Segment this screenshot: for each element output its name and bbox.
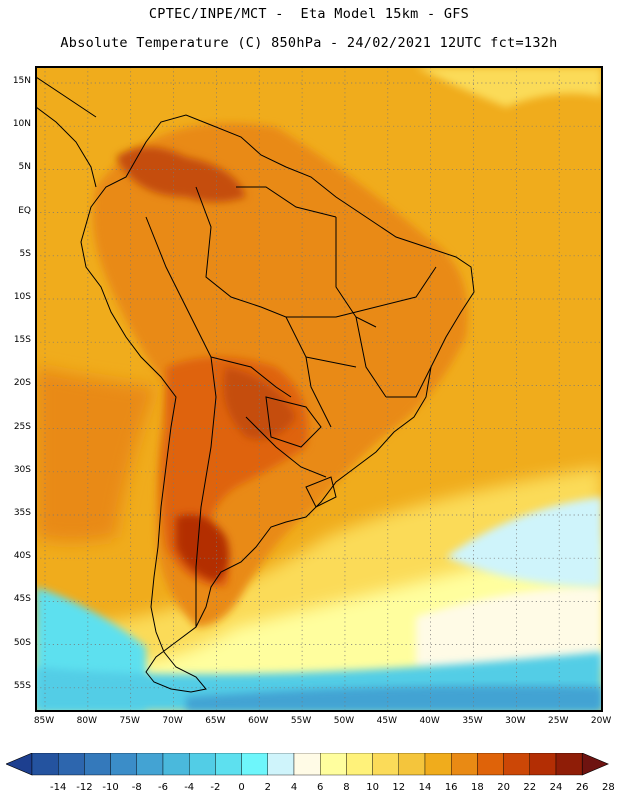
colorbar-tick: 6: [317, 782, 324, 793]
colorbar-arrow-low: [6, 753, 33, 776]
lon-label-50w: 50W: [333, 716, 355, 726]
lon-label-80w: 80W: [76, 716, 98, 726]
lon-label-20w: 20W: [590, 716, 612, 726]
lat-label-35s: 35S: [13, 508, 31, 518]
lat-label-10s: 10S: [13, 292, 31, 302]
pacific-west-warm: [36, 367, 156, 542]
border-brazil-north: [236, 186, 337, 218]
colorbar-swatch-5: [136, 753, 164, 776]
caribbean-coast: [36, 76, 97, 118]
border-andes: [145, 216, 217, 627]
brazil-states: [286, 217, 437, 398]
cream-patch: [416, 587, 602, 677]
lon-label-25w: 25W: [548, 716, 569, 726]
north-pale-patch: [416, 67, 602, 107]
colorbar-tick: 16: [444, 782, 458, 793]
colorbar-swatch-1: [31, 753, 59, 776]
colorbar-swatch-3: [84, 753, 111, 776]
lat-label-30s: 30S: [13, 464, 31, 475]
lat-label-10n: 10N: [12, 119, 31, 130]
cyan-pool: [446, 497, 602, 587]
lon-label-45w: 45W: [376, 716, 397, 726]
colorbar-swatch-7: [188, 753, 216, 776]
lat-label-eq: EQ: [18, 205, 31, 216]
patagonia-hot-core: [176, 514, 230, 582]
colorbar-tick: -2: [210, 782, 221, 793]
lon-label-65w: 65W: [205, 716, 226, 726]
lon-label-35w: 35W: [462, 716, 483, 726]
coastlines: [36, 76, 475, 693]
colorbar-tick: 18: [471, 782, 484, 793]
lat-label-55s: 55S: [13, 680, 31, 691]
lon-label-60w: 60W: [248, 716, 269, 726]
colorbar: [6, 753, 609, 776]
colorbar-tick: 14: [418, 782, 432, 793]
far-south-colder: [186, 685, 602, 711]
colorbar-swatch-18: [477, 753, 504, 776]
lon-label-40w: 40W: [419, 716, 440, 726]
venezuela-hot-core: [116, 147, 246, 202]
border-uruguay: [305, 476, 337, 508]
colorbar-swatch-19: [503, 753, 531, 776]
colorbar-tick: -4: [184, 782, 195, 793]
border-paraguay: [265, 396, 322, 448]
colorbar-tick: 10: [366, 782, 379, 793]
colorbar-swatch-13: [346, 753, 373, 776]
colorbar-tick: 12: [392, 782, 406, 793]
colorbar-tick: -6: [158, 782, 168, 793]
lon-label-70w: 70W: [162, 716, 183, 726]
colorbar-tick: 4: [290, 782, 298, 793]
border-bolivia: [210, 356, 292, 398]
colorbar-tick: 22: [523, 782, 537, 793]
lat-label-40s: 40S: [13, 551, 31, 562]
colorbar-tick: -14: [50, 782, 67, 793]
colorbar-swatch-17: [451, 753, 478, 776]
colorbar-swatch-10: [267, 753, 295, 776]
colorbar-tick: 2: [264, 782, 271, 793]
colorbar-swatch-15: [398, 753, 426, 776]
lat-label-25s: 25S: [13, 421, 31, 432]
colorbar-swatch-16: [424, 753, 452, 776]
lon-label-30w: 30W: [505, 716, 526, 726]
colorbar-swatch-12: [320, 753, 347, 776]
colorbar-tick: 20: [497, 782, 510, 793]
chaco-hot-core: [223, 367, 296, 440]
lat-label-15n: 15N: [12, 76, 31, 86]
colorbar-swatch-6: [162, 753, 190, 776]
lat-label-15s: 15S: [13, 335, 31, 346]
lat-label-20s: 20S: [13, 378, 31, 389]
lat-label-45s: 45S: [13, 594, 31, 605]
temperature-field: [36, 67, 602, 711]
lon-label-75w: 75W: [119, 716, 140, 726]
colorbar-tick: 28: [602, 782, 615, 793]
colorbar-tick: 0: [238, 782, 245, 793]
chart-subtitle: Absolute Temperature (C) 850hPa - 24/02/…: [60, 35, 558, 51]
lon-label-85w: 85W: [33, 716, 55, 726]
colorbar-tick: -12: [76, 782, 93, 793]
colorbar-tick: 8: [343, 782, 350, 793]
colorbar-tick: -10: [102, 782, 119, 793]
colorbar-swatch-2: [58, 753, 85, 776]
colorbar-swatch-20: [529, 753, 557, 776]
south-america-coastline: [80, 114, 475, 693]
lat-label-5s: 5S: [19, 248, 31, 259]
colorbar-tick: -8: [131, 782, 142, 793]
lat-label-5n: 5N: [18, 162, 31, 173]
chart-title: CPTEC/INPE/MCT - Eta Model 15km - GFS: [148, 6, 470, 22]
lon-label-55w: 55W: [290, 716, 312, 726]
colorbar-swatch-11: [293, 753, 321, 776]
colorbar-arrow-high: [581, 753, 609, 776]
temperature-map: [35, 66, 603, 712]
colorbar-swatch-14: [372, 753, 400, 776]
border-brazil-west: [195, 186, 332, 428]
colorbar-swatch-9: [241, 753, 269, 776]
colorbar-tick: 24: [549, 782, 563, 793]
colorbar-swatch-8: [215, 753, 242, 776]
lat-label-50s: 50S: [13, 637, 31, 648]
colorbar-tick: 26: [575, 782, 589, 793]
colorbar-swatch-4: [110, 753, 137, 776]
colorbar-swatch-21: [555, 753, 583, 776]
central-america-coast: [36, 106, 97, 188]
border-argentina: [245, 416, 327, 478]
